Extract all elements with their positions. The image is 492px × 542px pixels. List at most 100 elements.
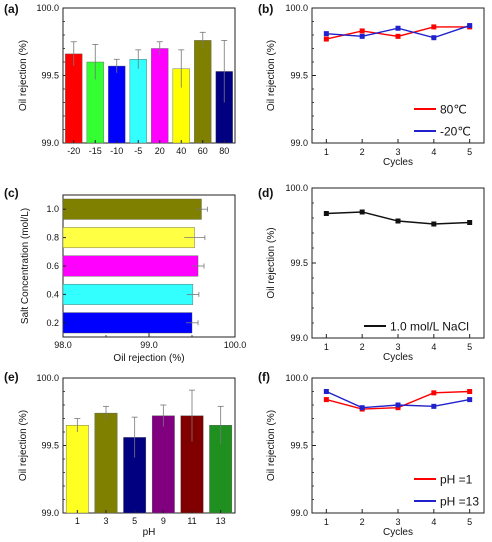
x-tick-label: -20 xyxy=(67,146,80,156)
bar xyxy=(62,198,202,220)
panel-label: (d) xyxy=(258,186,273,200)
x-tick-label: 60 xyxy=(198,146,208,156)
x-tick-label: 3 xyxy=(395,342,400,352)
x-tick-label: 1 xyxy=(324,517,329,527)
data-point xyxy=(395,25,401,31)
y-axis-title: Oil rejection (%) xyxy=(266,40,277,111)
panel-label: (b) xyxy=(258,2,273,16)
x-axis-title: pH xyxy=(143,527,156,538)
legend-label: 1.0 mol/L NaCl xyxy=(390,320,469,334)
data-point xyxy=(467,389,473,394)
x-tick-label: 100.0 xyxy=(224,340,247,350)
y-tick-label: 100.0 xyxy=(285,183,308,193)
x-tick-label: 2 xyxy=(360,147,365,157)
x-tick-label: 5 xyxy=(132,516,137,526)
y-tick-label: 99.5 xyxy=(290,258,308,268)
y-tick-label: 99.0 xyxy=(290,333,308,343)
panel-label: (e) xyxy=(4,370,19,384)
y-tick-label: 99.0 xyxy=(290,138,308,148)
y-axis-title: Oil rejection (%) xyxy=(18,40,29,111)
y-tick-label: 99.0 xyxy=(41,138,59,148)
plot-frame xyxy=(311,187,485,339)
plot-frame xyxy=(62,377,236,514)
x-tick-label: 1 xyxy=(75,516,80,526)
data-point xyxy=(323,31,329,37)
y-tick-label: 99.5 xyxy=(41,441,59,451)
x-tick-label: 20 xyxy=(155,146,165,156)
x-tick-label: 40 xyxy=(176,146,186,156)
data-point xyxy=(359,28,365,34)
data-point xyxy=(431,35,437,41)
bar xyxy=(62,255,199,277)
data-point xyxy=(431,221,437,227)
data-point xyxy=(395,33,401,39)
y-tick-label: 99.5 xyxy=(290,441,308,451)
x-tick-label: 13 xyxy=(216,516,226,526)
bar xyxy=(62,312,193,334)
y-axis-title: Salt Concentration (mol/L) xyxy=(20,208,31,324)
data-point xyxy=(323,211,329,216)
x-tick-label: 4 xyxy=(431,342,436,352)
x-tick-label: 99.0 xyxy=(140,340,158,350)
x-tick-label: 11 xyxy=(187,516,196,526)
y-tick-label: 0.2 xyxy=(46,318,59,328)
panel-b: (b) 99.0 99.5 100.0 Oil rejection (%) Cycles 1… xyxy=(258,2,485,168)
data-point xyxy=(467,220,473,225)
bar xyxy=(129,59,147,144)
data-point xyxy=(323,397,329,403)
y-tick-label: 99.0 xyxy=(290,508,308,518)
x-tick-label: 5 xyxy=(467,147,472,157)
legend-label: pH =13 xyxy=(440,495,479,509)
y-axis-title: Oil rejection (%) xyxy=(266,227,277,298)
y-tick-label: 0.4 xyxy=(46,289,59,299)
x-tick-label: 2 xyxy=(360,342,365,352)
y-tick-label: 99.5 xyxy=(41,71,59,81)
x-axis-title: Cycles xyxy=(383,352,413,363)
bar xyxy=(108,65,126,144)
data-point xyxy=(467,397,473,403)
x-tick-label: -15 xyxy=(89,146,102,156)
y-axis-title: Oil rejection (%) xyxy=(266,410,277,481)
legend-label: pH =1 xyxy=(440,473,473,487)
y-axis-title: Oil rejection (%) xyxy=(18,410,29,481)
x-tick-label: 9 xyxy=(161,516,166,526)
x-tick-label: 1 xyxy=(324,147,329,157)
data-point xyxy=(395,405,401,411)
bar xyxy=(62,227,195,249)
data-point xyxy=(323,36,329,42)
data-point xyxy=(431,390,437,396)
bar xyxy=(151,48,169,144)
bar xyxy=(94,412,118,514)
x-tick-label: 3 xyxy=(103,516,108,526)
y-tick-label: 1.0 xyxy=(46,204,59,214)
data-point xyxy=(395,402,401,408)
y-tick-label: 99.5 xyxy=(290,71,308,81)
x-tick-label: 4 xyxy=(431,517,436,527)
x-tick-label: 3 xyxy=(395,517,400,527)
panel-label: (c) xyxy=(4,186,19,200)
y-tick-label: 0.6 xyxy=(46,261,59,271)
data-point xyxy=(323,389,329,394)
y-tick-label: 99.0 xyxy=(41,508,59,518)
x-axis-title: Oil rejection (%) xyxy=(113,353,184,364)
x-tick-label: 98.0 xyxy=(54,340,72,350)
data-point xyxy=(359,405,365,411)
x-tick-label: 3 xyxy=(395,147,400,157)
x-tick-label: 5 xyxy=(467,342,472,352)
bar xyxy=(62,283,194,305)
x-tick-label: -10 xyxy=(110,146,123,156)
data-point xyxy=(431,403,437,409)
legend-label: -20℃ xyxy=(440,125,471,139)
bar xyxy=(151,415,175,514)
y-tick-label: 100.0 xyxy=(285,3,308,13)
y-tick-label: 100.0 xyxy=(285,373,308,383)
legend-label: 80℃ xyxy=(440,103,467,117)
x-tick-label: 2 xyxy=(360,517,365,527)
plot-frame xyxy=(311,377,485,514)
data-point xyxy=(359,33,365,39)
y-tick-label: 100.0 xyxy=(36,3,59,13)
bar xyxy=(65,53,83,144)
x-tick-label: 80 xyxy=(219,146,229,156)
